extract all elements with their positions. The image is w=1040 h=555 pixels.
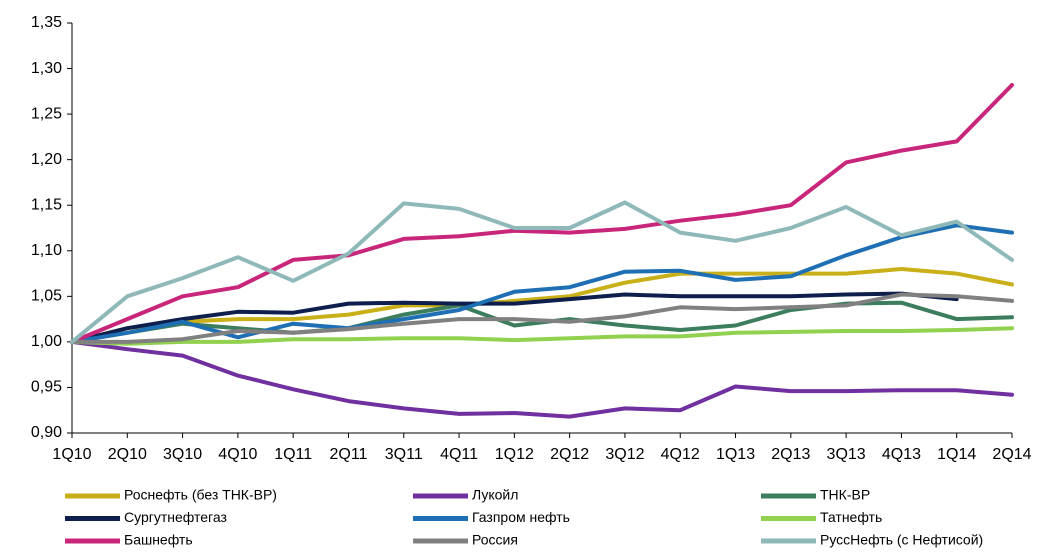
y-tick-label: 0,95 — [31, 379, 62, 396]
x-tick-label: 2Q14 — [992, 446, 1031, 463]
series-line — [70, 326, 1014, 346]
x-tick-label: 4Q12 — [661, 446, 700, 463]
y-tick-label: 1,30 — [31, 60, 62, 77]
legend-label: Россия — [472, 532, 518, 548]
y-tick-label: 1,20 — [31, 151, 62, 168]
x-tick-label: 1Q11 — [274, 446, 312, 463]
legend-label: Сургутнефтегаз — [124, 509, 227, 525]
series-line — [70, 223, 1014, 344]
x-tick-label: 1Q10 — [52, 446, 91, 463]
x-tick-label: 2Q13 — [771, 446, 810, 463]
y-tick-label: 1,25 — [31, 105, 62, 122]
y-tick-label: 1,05 — [31, 288, 62, 305]
series-line — [70, 339, 1014, 419]
x-tick-label: 3Q12 — [605, 446, 644, 463]
x-tick-label: 4Q11 — [440, 446, 478, 463]
x-tick-label: 2Q10 — [108, 446, 147, 463]
legend-label: ТНК-ВР — [820, 487, 870, 503]
x-tick-label: 3Q13 — [827, 446, 866, 463]
x-tick-label: 4Q10 — [218, 446, 257, 463]
y-tick-label: 1,00 — [31, 333, 62, 350]
x-tick-label: 1Q14 — [937, 446, 976, 463]
series-line — [70, 83, 1014, 344]
series-line — [70, 292, 1014, 344]
legend-label: Роснефть (без ТНК-ВР) — [124, 487, 277, 503]
x-tick-label: 1Q13 — [716, 446, 755, 463]
x-tick-label: 2Q11 — [329, 446, 367, 463]
legend-label: Газпром нефть — [472, 509, 570, 525]
series-line — [70, 291, 959, 344]
y-tick-label: 1,10 — [31, 242, 62, 259]
x-tick-label: 3Q10 — [163, 446, 202, 463]
legend-label: Башнефть — [124, 532, 193, 548]
x-tick-label: 2Q12 — [550, 446, 589, 463]
y-tick-label: 1,15 — [31, 196, 62, 213]
y-tick-label: 0,90 — [31, 424, 62, 441]
legend-label: Татнефть — [820, 509, 882, 525]
series-line — [70, 267, 1014, 344]
x-tick-label: 3Q11 — [385, 446, 423, 463]
legend-label: Лукойл — [472, 487, 518, 503]
x-tick-label: 1Q12 — [495, 446, 534, 463]
y-tick-label: 1,35 — [31, 14, 62, 31]
legend-label: РуссНефть (с Нефтисой) — [820, 532, 983, 548]
x-tick-label: 4Q13 — [882, 446, 921, 463]
series-line — [70, 200, 1014, 344]
legend: Роснефть (без ТНК-ВР) Лукойл ТНК-ВР Сургутн… — [65, 487, 983, 548]
